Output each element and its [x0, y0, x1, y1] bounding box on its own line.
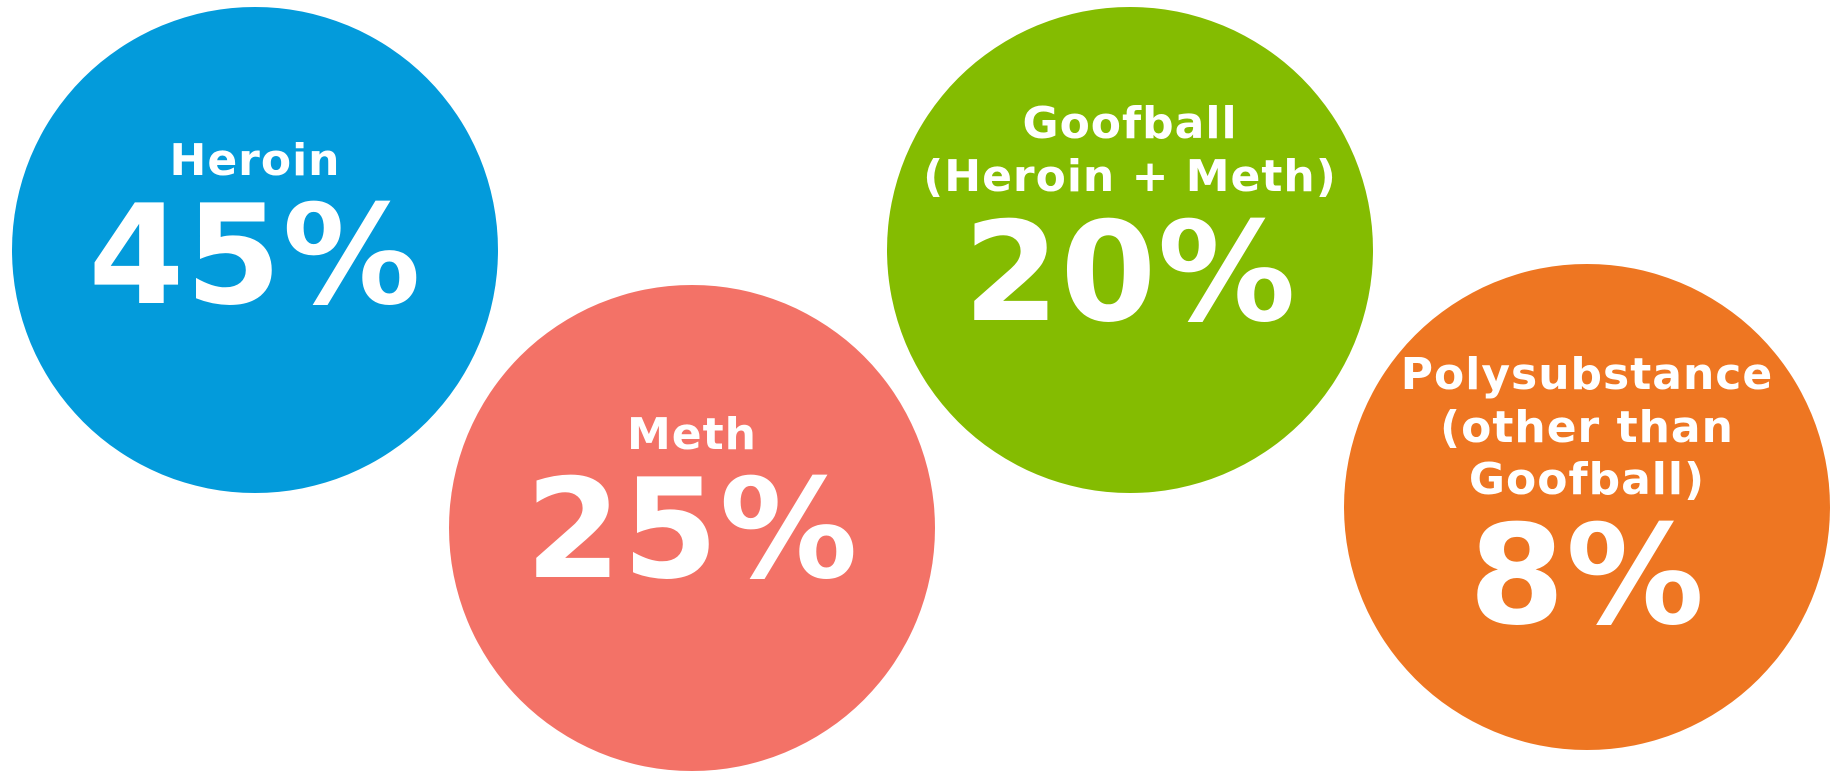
bubble-heroin: Heroin 45% — [12, 7, 498, 493]
bubble-polysubstance-label-line-2: (other than — [1440, 401, 1734, 453]
bubble-goofball-label-line-2: (Heroin + Meth) — [923, 151, 1337, 202]
bubble-meth-label: Meth — [627, 409, 757, 462]
bubble-heroin-label-line: Heroin — [169, 134, 341, 186]
bubble-goofball-label-line-1: Goofball — [1022, 98, 1238, 150]
bubble-polysubstance: Polysubstance (other than Goofball) 8% — [1344, 264, 1830, 750]
bubble-polysubstance-label-line-1: Polysubstance — [1400, 348, 1774, 400]
bubble-meth-label-line: Meth — [627, 408, 757, 460]
bubble-polysubstance-label-line-3: Goofball) — [1468, 454, 1706, 506]
bubble-meth: Meth 25% — [449, 285, 935, 771]
bubble-goofball-label: Goofball (Heroin + Meth) — [923, 98, 1337, 204]
bubble-meth-percent: 25% — [525, 449, 859, 611]
bubble-goofball: Goofball (Heroin + Meth) 20% — [887, 7, 1373, 493]
bubble-polysubstance-percent: 8% — [1468, 495, 1706, 657]
bubble-goofball-percent: 20% — [963, 191, 1297, 353]
bubble-polysubstance-label: Polysubstance (other than Goofball) — [1401, 349, 1773, 507]
bubble-heroin-label: Heroin — [170, 135, 341, 188]
bubble-heroin-percent: 45% — [88, 175, 422, 337]
